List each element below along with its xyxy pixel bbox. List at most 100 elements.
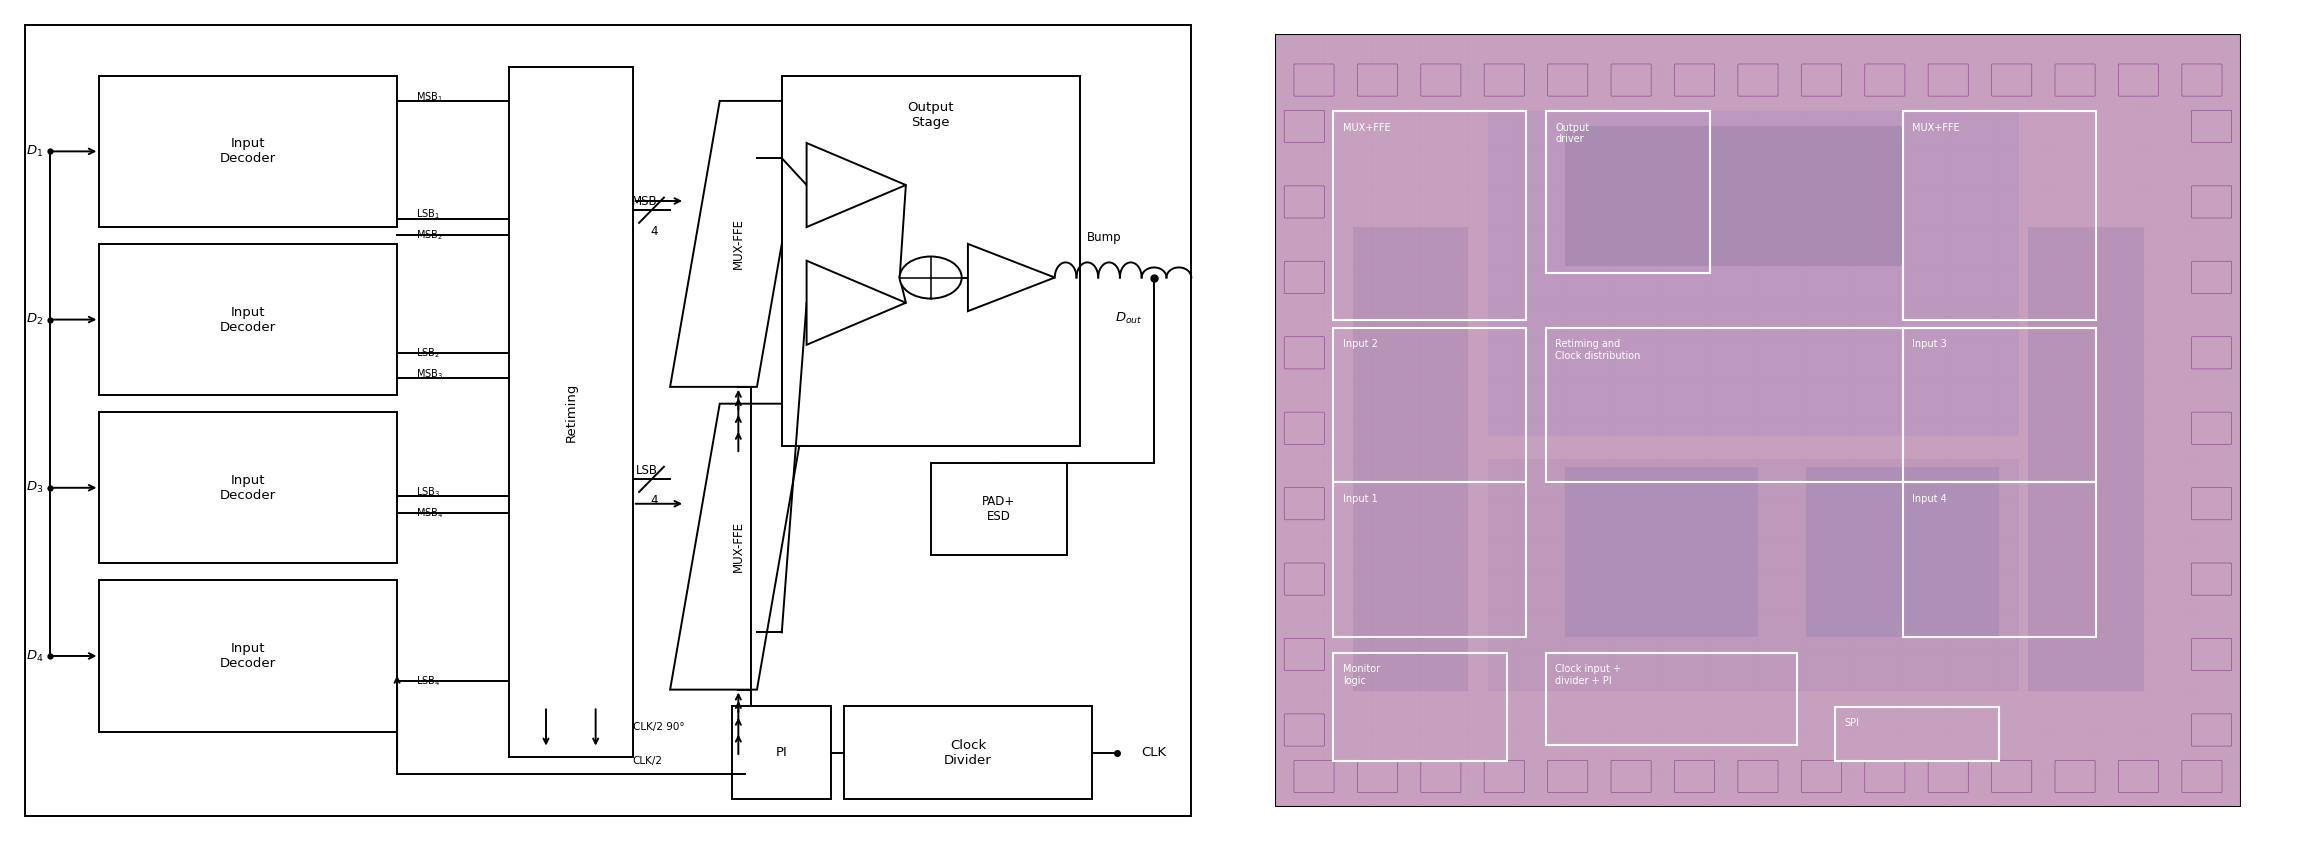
Text: $D_3$: $D_3$ xyxy=(25,480,44,495)
FancyBboxPatch shape xyxy=(733,706,832,799)
FancyBboxPatch shape xyxy=(1992,64,2031,96)
FancyBboxPatch shape xyxy=(1565,126,1903,266)
FancyBboxPatch shape xyxy=(99,580,398,732)
Polygon shape xyxy=(967,244,1055,311)
Circle shape xyxy=(901,257,963,299)
Text: Input
Decoder: Input Decoder xyxy=(221,473,276,502)
FancyBboxPatch shape xyxy=(1294,64,1335,96)
FancyBboxPatch shape xyxy=(1285,488,1324,520)
Text: CLK/2 90°: CLK/2 90° xyxy=(632,722,685,733)
FancyBboxPatch shape xyxy=(2192,714,2231,746)
FancyBboxPatch shape xyxy=(1992,760,2031,792)
FancyBboxPatch shape xyxy=(1285,412,1324,444)
Text: MUX+FFE: MUX+FFE xyxy=(1912,123,1960,133)
FancyBboxPatch shape xyxy=(1487,111,2018,436)
Text: Input
Decoder: Input Decoder xyxy=(221,137,276,166)
Text: Input 1: Input 1 xyxy=(1342,494,1379,504)
FancyBboxPatch shape xyxy=(1928,64,1969,96)
FancyBboxPatch shape xyxy=(99,412,398,563)
FancyBboxPatch shape xyxy=(99,244,398,395)
FancyBboxPatch shape xyxy=(1547,760,1588,792)
FancyBboxPatch shape xyxy=(1864,760,1905,792)
FancyBboxPatch shape xyxy=(2192,563,2231,595)
FancyBboxPatch shape xyxy=(1358,64,1397,96)
Text: $D_1$: $D_1$ xyxy=(25,144,44,159)
FancyBboxPatch shape xyxy=(2054,64,2096,96)
Text: $D_{out}$: $D_{out}$ xyxy=(1115,311,1142,326)
Text: MSB$_3$: MSB$_3$ xyxy=(416,368,444,381)
FancyBboxPatch shape xyxy=(843,706,1092,799)
Text: PAD+
ESD: PAD+ ESD xyxy=(981,495,1016,523)
FancyBboxPatch shape xyxy=(1737,760,1779,792)
Text: Input 4: Input 4 xyxy=(1912,494,1946,504)
Text: MSB$_2$: MSB$_2$ xyxy=(416,229,444,242)
Polygon shape xyxy=(671,101,807,387)
FancyBboxPatch shape xyxy=(2192,412,2231,444)
Text: Bump: Bump xyxy=(1087,231,1121,244)
FancyBboxPatch shape xyxy=(1611,760,1652,792)
FancyBboxPatch shape xyxy=(1675,760,1714,792)
FancyBboxPatch shape xyxy=(2192,488,2231,520)
FancyBboxPatch shape xyxy=(508,67,632,757)
FancyBboxPatch shape xyxy=(1802,760,1841,792)
Text: Clock
Divider: Clock Divider xyxy=(944,738,993,767)
FancyBboxPatch shape xyxy=(781,76,1080,446)
Text: 4: 4 xyxy=(650,494,657,507)
FancyBboxPatch shape xyxy=(2181,64,2222,96)
Text: Retiming and
Clock distribution: Retiming and Clock distribution xyxy=(1556,339,1641,361)
FancyBboxPatch shape xyxy=(931,463,1066,555)
Text: CLK/2: CLK/2 xyxy=(632,756,662,766)
Text: Retiming: Retiming xyxy=(565,383,577,442)
Text: LSB$_2$: LSB$_2$ xyxy=(416,346,439,360)
Text: Input
Decoder: Input Decoder xyxy=(221,642,276,670)
FancyBboxPatch shape xyxy=(1565,467,1758,637)
Text: PI: PI xyxy=(777,746,788,759)
FancyBboxPatch shape xyxy=(1928,760,1969,792)
FancyBboxPatch shape xyxy=(1358,760,1397,792)
FancyBboxPatch shape xyxy=(1285,336,1324,369)
FancyBboxPatch shape xyxy=(1485,64,1524,96)
FancyBboxPatch shape xyxy=(1547,64,1588,96)
Text: CLK: CLK xyxy=(1142,746,1167,759)
Text: LSB$_4$: LSB$_4$ xyxy=(416,674,441,688)
FancyBboxPatch shape xyxy=(1611,64,1652,96)
FancyBboxPatch shape xyxy=(2181,760,2222,792)
FancyBboxPatch shape xyxy=(2054,760,2096,792)
FancyBboxPatch shape xyxy=(99,76,398,227)
Text: MSB$_1$: MSB$_1$ xyxy=(416,90,444,103)
FancyBboxPatch shape xyxy=(1285,714,1324,746)
Polygon shape xyxy=(671,404,807,690)
FancyBboxPatch shape xyxy=(1675,64,1714,96)
Text: 4: 4 xyxy=(650,225,657,238)
Text: Monitor
logic: Monitor logic xyxy=(1342,664,1381,685)
FancyBboxPatch shape xyxy=(2119,64,2158,96)
Text: MUX+FFE: MUX+FFE xyxy=(1342,123,1390,133)
FancyBboxPatch shape xyxy=(1806,467,1999,637)
Text: MSB$_4$: MSB$_4$ xyxy=(416,506,444,520)
FancyBboxPatch shape xyxy=(1485,760,1524,792)
FancyBboxPatch shape xyxy=(1737,64,1779,96)
Text: SPI: SPI xyxy=(1845,718,1859,728)
Text: MSB: MSB xyxy=(632,195,657,209)
FancyBboxPatch shape xyxy=(1285,563,1324,595)
FancyBboxPatch shape xyxy=(1864,64,1905,96)
Text: LSB$_3$: LSB$_3$ xyxy=(416,485,439,499)
Text: LSB: LSB xyxy=(637,464,657,478)
FancyBboxPatch shape xyxy=(2192,262,2231,294)
Polygon shape xyxy=(807,143,905,227)
Text: Input 3: Input 3 xyxy=(1912,339,1946,349)
Polygon shape xyxy=(807,261,905,345)
FancyBboxPatch shape xyxy=(1294,760,1335,792)
Text: Input
Decoder: Input Decoder xyxy=(221,305,276,334)
FancyBboxPatch shape xyxy=(1354,227,1468,691)
FancyBboxPatch shape xyxy=(2119,760,2158,792)
FancyBboxPatch shape xyxy=(1275,34,2241,807)
Text: Input 2: Input 2 xyxy=(1342,339,1379,349)
FancyBboxPatch shape xyxy=(1285,110,1324,143)
Text: MUX-FFE: MUX-FFE xyxy=(731,219,745,269)
FancyBboxPatch shape xyxy=(2192,638,2231,670)
FancyBboxPatch shape xyxy=(1285,262,1324,294)
Text: $D_2$: $D_2$ xyxy=(25,312,44,327)
FancyBboxPatch shape xyxy=(1802,64,1841,96)
FancyBboxPatch shape xyxy=(1285,186,1324,218)
